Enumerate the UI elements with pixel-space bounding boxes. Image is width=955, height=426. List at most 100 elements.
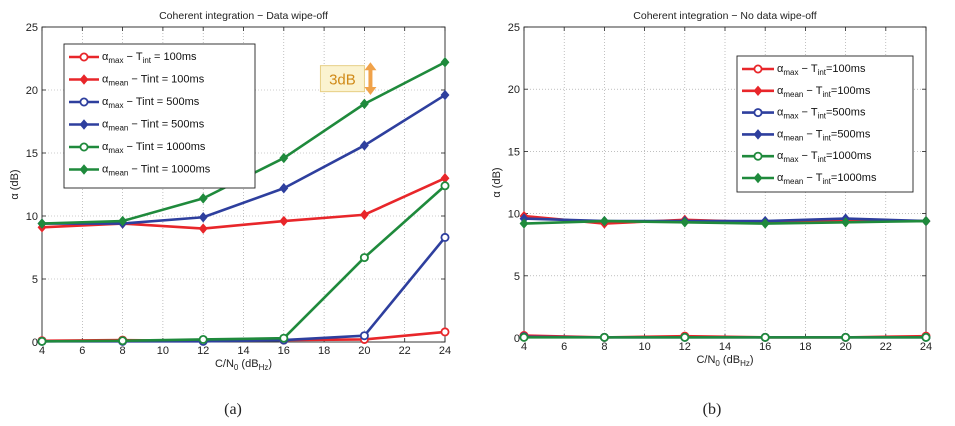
annotation-3db: 3dB [319, 62, 377, 96]
data-point-circle [921, 332, 931, 342]
y-tick-label: 20 [508, 84, 520, 96]
x-axis-label: C/N0 (dBHz) [696, 354, 753, 368]
legend-marker-circle [753, 151, 763, 161]
data-point-diamond [440, 57, 450, 68]
x-tick-label: 8 [120, 345, 126, 357]
chart-a: 4 6 8 10 12 14 16 18 20 22 24 0 5 10 15 20 25 Coherent in… [9, 10, 451, 418]
data-point-diamond [599, 215, 609, 227]
x-tick-label: 12 [679, 341, 691, 353]
data-point-circle [279, 333, 289, 343]
series-4 [37, 181, 450, 346]
legend-marker-diamond [79, 164, 89, 175]
legend-entry: αmax − Tint = 500ms [102, 96, 200, 110]
legend-box [63, 43, 256, 189]
series-line [41, 184, 446, 343]
chart-b: 4 6 8 10 12 14 16 18 20 22 24 0 5 10 15 20 25 Coherent in… [491, 10, 932, 418]
annotation-arrow-head-up [364, 62, 377, 71]
figure-caption: (b) [703, 401, 722, 418]
y-tick-label: 5 [514, 271, 520, 283]
data-point-diamond [198, 223, 208, 234]
legend-marker-circle [753, 108, 763, 118]
x-tick-label: 4 [521, 341, 527, 353]
data-point-circle [760, 332, 770, 342]
legend-entry: αmax − Tint=100ms [777, 63, 866, 77]
x-tick-label: 22 [399, 345, 411, 357]
series-4 [519, 332, 931, 342]
legend-marker-diamond [753, 129, 763, 140]
data-point-diamond [198, 212, 208, 223]
y-tick-label: 25 [26, 22, 38, 34]
y-tick-label: 15 [508, 146, 520, 158]
x-tick-label: 20 [358, 345, 370, 357]
legend-marker-diamond [79, 119, 89, 130]
x-tick-label: 10 [157, 345, 169, 357]
x-tick-label: 4 [39, 345, 45, 357]
data-point-diamond [760, 218, 770, 229]
data-point-diamond [921, 215, 931, 227]
x-tick-label: 6 [561, 341, 567, 353]
data-point-diamond [440, 89, 450, 101]
data-point-diamond [198, 193, 208, 204]
legend-marker-diamond [79, 74, 89, 85]
y-tick-label: 0 [514, 333, 520, 345]
y-tick-label: 10 [508, 209, 520, 221]
legend-marker-circle [753, 64, 763, 74]
x-tick-label: 24 [920, 341, 932, 353]
legend: αmax − Tint = 100ms αmean − Tint = 100ms α… [63, 43, 256, 189]
data-point-circle [118, 336, 128, 346]
y-axis-label: α (dB) [9, 169, 21, 199]
legend-entry: αmean − Tint=500ms [777, 128, 871, 142]
x-tick-label: 12 [197, 345, 209, 357]
data-point-diamond [279, 215, 289, 227]
data-point-circle [680, 332, 690, 342]
legend-marker-diamond [753, 172, 763, 184]
legend-marker-circle [79, 97, 89, 107]
x-axis-label: C/N0 (dBHz) [215, 358, 272, 372]
legend-entry: αmax − Tint=1000ms [777, 150, 872, 164]
legend-marker-circle [79, 142, 89, 152]
x-tick-label: 10 [638, 341, 650, 353]
data-point-circle [440, 181, 450, 191]
data-point-diamond [519, 218, 529, 229]
series-line [42, 93, 446, 225]
data-point-diamond [359, 209, 369, 220]
y-tick-label: 5 [32, 274, 38, 286]
x-tick-label: 14 [237, 345, 249, 357]
data-point-circle [841, 332, 851, 342]
data-point-circle [519, 332, 529, 342]
data-point-diamond [279, 152, 289, 164]
chart-title: Coherent integration − Data wipe-off [159, 10, 328, 22]
y-tick-label: 10 [26, 211, 38, 223]
legend: αmax − Tint=100ms αmean − Tint=100ms αmax … [736, 55, 914, 193]
chart-title: Coherent integration − No data wipe-off [633, 10, 816, 22]
y-tick-label: 20 [26, 85, 38, 97]
x-tick-label: 14 [719, 341, 731, 353]
x-tick-label: 6 [79, 345, 85, 357]
data-point-diamond [37, 218, 47, 229]
x-tick-label: 24 [439, 345, 451, 357]
data-point-circle [440, 232, 450, 242]
data-point-circle [440, 327, 450, 337]
data-point-diamond [279, 183, 289, 194]
annotation-text: 3dB [329, 72, 356, 89]
x-tick-label: 18 [318, 345, 330, 357]
legend-entry: αmax − Tint=500ms [777, 107, 866, 121]
legend-marker-diamond [753, 85, 763, 97]
legend-entry: αmean − Tint = 100ms [102, 74, 205, 88]
y-axis-label: α (dB) [491, 167, 503, 197]
series-line [523, 219, 927, 225]
data-point-circle [599, 332, 609, 342]
x-tick-label: 22 [880, 341, 892, 353]
data-point-circle [198, 334, 208, 344]
x-tick-label: 8 [601, 341, 607, 353]
legend-entry: αmean − Tint=1000ms [777, 172, 877, 186]
x-tick-label: 16 [759, 341, 771, 353]
data-point-diamond [359, 140, 369, 151]
legend-entry: αmean − Tint = 500ms [102, 119, 205, 133]
series-5 [519, 215, 931, 229]
legend-marker-circle [79, 52, 89, 62]
data-point-circle [359, 253, 369, 263]
x-tick-label: 20 [839, 341, 851, 353]
data-point-diamond [359, 98, 369, 110]
